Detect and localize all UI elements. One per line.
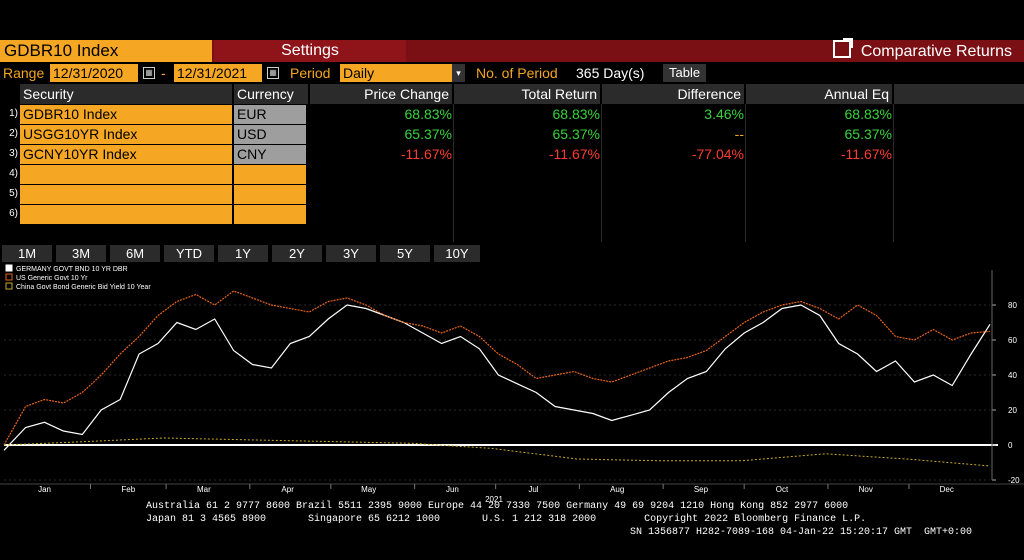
- tab-5y[interactable]: 5Y: [380, 245, 430, 263]
- x-tick-label: Oct: [776, 485, 789, 494]
- difference-value: --: [734, 126, 744, 142]
- num-period-value: 365 Day(s): [576, 65, 645, 81]
- row-number: 2): [9, 128, 18, 139]
- x-tick-label: Jul: [528, 485, 538, 494]
- external-link-icon[interactable]: [832, 38, 853, 58]
- legend-germany-swatch: [5, 264, 13, 272]
- comparative-returns-chart[interactable]: GERMANY GOVT BND 10 YR DBR US Generic Gov…: [0, 262, 1024, 510]
- calendar-icon[interactable]: ▦: [143, 67, 155, 79]
- security-input[interactable]: USGG10YR Index: [20, 125, 232, 144]
- x-tick-label: Apr: [281, 485, 294, 494]
- x-tick-label: Feb: [121, 485, 135, 494]
- legend-us-swatch: [5, 273, 13, 281]
- total-return-value: -11.67%: [548, 146, 600, 162]
- x-tick-label: Sep: [694, 485, 709, 494]
- difference-value: 3.46%: [704, 106, 744, 122]
- currency-cell[interactable]: USD: [234, 125, 306, 144]
- x-tick-label: Nov: [859, 485, 873, 494]
- period-label: Period: [290, 65, 331, 81]
- tab-ytd[interactable]: YTD: [164, 245, 214, 263]
- x-tick-label: Aug: [610, 485, 624, 494]
- series-germany-line[interactable]: [3, 304, 991, 451]
- currency-cell[interactable]: [234, 185, 306, 204]
- series-us-line[interactable]: [3, 290, 991, 446]
- end-date-input[interactable]: 12/31/2021: [174, 64, 262, 82]
- col-header-security[interactable]: Security: [20, 84, 232, 104]
- range-label: Range: [3, 65, 45, 81]
- range-dash: -: [161, 65, 166, 81]
- tab-1y[interactable]: 1Y: [218, 245, 268, 263]
- tab-3y[interactable]: 3Y: [326, 245, 376, 263]
- col-header-price-change[interactable]: Price Change: [310, 84, 452, 104]
- page-title: Comparative Returns: [832, 38, 1012, 62]
- x-tick-label: Dec: [940, 485, 954, 494]
- price-change-value: -11.67%: [400, 146, 452, 162]
- col-header-annual-eq[interactable]: Annual Eq: [746, 84, 892, 104]
- currency-cell[interactable]: [234, 165, 306, 184]
- y-tick-label: 60: [1008, 336, 1017, 345]
- x-tick-label: Jan: [38, 485, 51, 494]
- footer-session-info: SN 1356877 H282-7089-168 04-Jan-22 15:20…: [630, 527, 973, 538]
- row-number: 5): [9, 188, 18, 199]
- table-button[interactable]: Table: [663, 64, 707, 82]
- y-tick-label: 80: [1008, 301, 1017, 310]
- column-divider: [745, 104, 746, 242]
- footer-contacts-line2: Japan 81 3 4565 8900 Singapore 65 6212 1…: [146, 514, 867, 525]
- series-china-line[interactable]: [3, 437, 991, 467]
- start-date-input[interactable]: 12/31/2020: [50, 64, 138, 82]
- annual-eq-value: 68.83%: [844, 106, 892, 122]
- col-header-blank: [894, 84, 1024, 104]
- tab-6m[interactable]: 6M: [110, 245, 160, 263]
- legend-china-label: China Govt Bond Generic Bid Yield 10 Yea…: [16, 284, 151, 291]
- column-divider: [601, 104, 602, 242]
- price-change-value: 68.83%: [404, 106, 452, 122]
- num-period-label: No. of Period: [476, 65, 558, 81]
- total-return-value: 68.83%: [552, 106, 600, 122]
- ticker-field[interactable]: GDBR10 Index: [0, 40, 212, 62]
- currency-cell[interactable]: CNY: [234, 145, 306, 164]
- total-return-value: 65.37%: [552, 126, 600, 142]
- x-tick-label: May: [361, 485, 376, 494]
- security-input[interactable]: [20, 205, 232, 224]
- legend-us-label: US Generic Govt 10 Yr: [16, 275, 88, 282]
- footer-contacts-line1: Australia 61 2 9777 8600 Brazil 5511 239…: [146, 501, 849, 512]
- period-select[interactable]: Daily: [340, 64, 452, 82]
- currency-cell[interactable]: EUR: [234, 105, 306, 124]
- difference-value: -77.04%: [691, 146, 744, 162]
- row-number: 4): [9, 168, 18, 179]
- legend-china-swatch: [5, 282, 13, 290]
- tab-10y[interactable]: 10Y: [434, 245, 480, 263]
- y-tick-label: 0: [1008, 441, 1013, 450]
- calendar-icon[interactable]: ▦: [267, 67, 279, 79]
- x-tick-label: Mar: [197, 485, 211, 494]
- column-divider: [893, 104, 894, 242]
- x-axis-label: 2021: [485, 495, 503, 504]
- tab-2y[interactable]: 2Y: [272, 245, 322, 263]
- col-header-currency[interactable]: Currency: [234, 84, 308, 104]
- row-number: 3): [9, 148, 18, 159]
- tab-1m[interactable]: 1M: [2, 245, 52, 263]
- col-header-difference[interactable]: Difference: [602, 84, 744, 104]
- security-input[interactable]: [20, 165, 232, 184]
- y-tick-label: -20: [1008, 476, 1020, 485]
- security-input[interactable]: GDBR10 Index: [20, 105, 232, 124]
- currency-cell[interactable]: [234, 205, 306, 224]
- annual-eq-value: -11.67%: [840, 146, 892, 162]
- row-number: 6): [9, 208, 18, 219]
- column-divider: [453, 104, 454, 242]
- row-number: 1): [9, 108, 18, 119]
- settings-button[interactable]: Settings: [214, 40, 406, 62]
- price-change-value: 65.37%: [404, 126, 452, 142]
- chevron-down-icon[interactable]: ▾: [452, 64, 465, 82]
- x-tick-label: Jun: [446, 485, 459, 494]
- security-input[interactable]: [20, 185, 232, 204]
- col-header-total-return[interactable]: Total Return: [454, 84, 600, 104]
- security-input[interactable]: GCNY10YR Index: [20, 145, 232, 164]
- y-tick-label: 20: [1008, 406, 1017, 415]
- y-tick-label: 40: [1008, 371, 1017, 380]
- tab-3m[interactable]: 3M: [56, 245, 106, 263]
- legend-germany-label: GERMANY GOVT BND 10 YR DBR: [16, 266, 128, 273]
- annual-eq-value: 65.37%: [844, 126, 892, 142]
- page-title-text: Comparative Returns: [860, 43, 1012, 60]
